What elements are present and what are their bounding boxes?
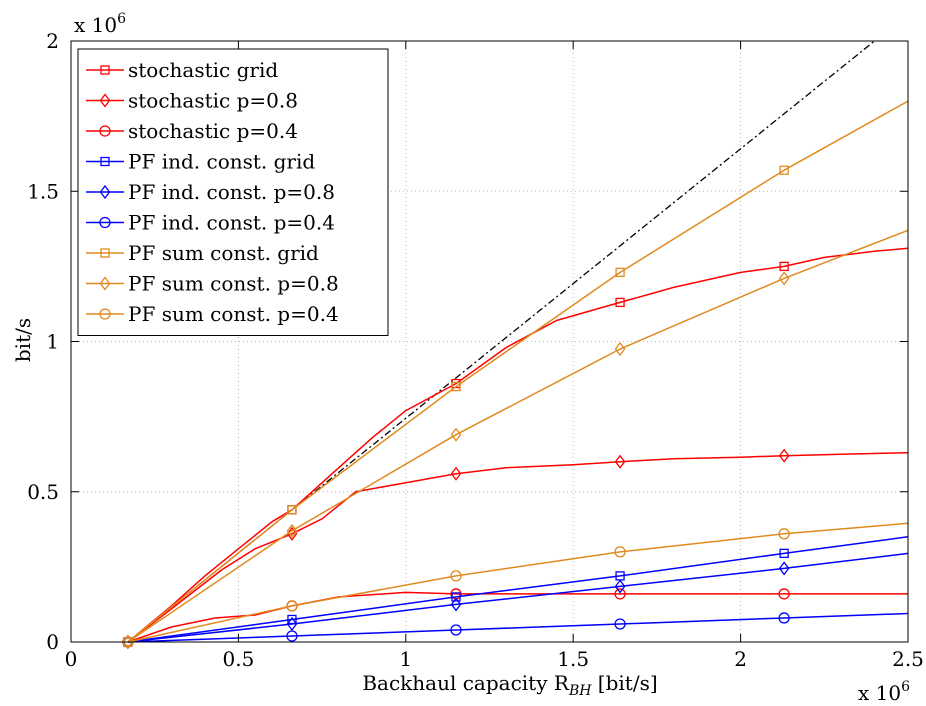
data-point: [615, 267, 625, 278]
legend-box: [77, 48, 389, 336]
data-point: [286, 523, 298, 538]
data-point: [451, 381, 461, 392]
x-multiplier-exp: 6: [901, 679, 910, 695]
series-layer: [122, 100, 909, 650]
legend-marker: [99, 184, 111, 200]
data-point: [778, 271, 790, 286]
legend-marker: [99, 216, 111, 229]
series-line: [127, 536, 909, 643]
series-8: [122, 229, 909, 650]
series-line: [127, 552, 909, 643]
data-point: [614, 341, 626, 357]
reference-line-layer: [127, 40, 875, 643]
data-point: [779, 165, 789, 175]
y-multiplier-exp: 6: [117, 11, 126, 27]
y-tick-label: 1: [46, 330, 59, 354]
x-tick-label: 1: [399, 647, 412, 671]
series-line: [127, 100, 909, 643]
y-tick-label: 1.5: [27, 179, 59, 203]
data-point: [778, 528, 790, 540]
data-point: [450, 597, 462, 612]
x-tick-label: 2.5: [892, 647, 924, 671]
legend-marker: [99, 276, 111, 291]
legend-label: PF ind. const. p=0.4: [128, 211, 335, 235]
y-axis-label: bit/s: [11, 318, 35, 362]
data-point: [122, 634, 134, 650]
legend-label: PF ind. const. p=0.8: [128, 180, 335, 204]
legend: stochastic grid stochastic p=0.8 stochasti…: [77, 48, 389, 336]
data-point: [450, 624, 462, 636]
legend-item: PF ind. const. p=0.4: [86, 211, 335, 235]
x-axis-label-suffix: [bit/s]: [591, 671, 657, 695]
data-point: [287, 505, 297, 515]
legend-label: PF sum const. grid: [128, 241, 319, 265]
x-multiplier: x 106: [858, 679, 910, 705]
legend-item: PF ind. const. grid: [86, 150, 315, 174]
legend-item: stochastic grid: [86, 58, 278, 82]
series-line: [127, 522, 909, 643]
x-tick-label: 1.5: [557, 647, 589, 671]
legend-label: stochastic p=0.8: [128, 89, 298, 113]
data-point: [615, 297, 625, 308]
legend-item: PF sum const. grid: [86, 241, 319, 265]
y-tick-label: 2: [46, 29, 59, 53]
data-point: [614, 588, 626, 600]
series-line: [127, 451, 909, 643]
series-line: [127, 591, 908, 643]
reference-line: [127, 40, 875, 643]
x-tick-label: 0: [65, 647, 78, 671]
legend-item: PF ind. const. p=0.8: [86, 180, 335, 204]
data-point: [778, 588, 790, 600]
data-point: [450, 570, 462, 582]
data-point: [450, 466, 462, 481]
legend-item: PF sum const. p=0.8: [86, 272, 339, 296]
data-point: [614, 579, 626, 594]
x-axis-label: Backhaul capacity RBH [bit/s]: [362, 671, 657, 699]
data-point: [614, 454, 626, 469]
data-point: [450, 427, 462, 442]
series-line: [127, 247, 909, 643]
data-point: [614, 546, 626, 558]
legend-label: stochastic grid: [128, 58, 278, 82]
data-point: [286, 600, 298, 612]
ticks: 0 0.5 1 1.5 2 2.5 0 0.5 1 1.5 2: [27, 29, 924, 671]
y-multiplier: x 106: [74, 11, 126, 37]
data-point: [778, 561, 790, 576]
x-tick-label: 2: [734, 647, 747, 671]
legend-marker: [99, 125, 111, 137]
legend-marker: [100, 156, 110, 167]
legend-item: PF sum const. p=0.4: [86, 302, 339, 326]
legend-label: PF sum const. p=0.4: [128, 302, 339, 326]
series-line: [127, 612, 909, 643]
data-point: [286, 616, 298, 632]
legend-label: PF ind. const. grid: [128, 150, 315, 174]
legend-marker: [99, 308, 111, 320]
y-tick-label: 0.5: [27, 480, 59, 504]
legend-label: PF sum const. p=0.8: [128, 272, 339, 296]
legend-marker: [100, 65, 110, 75]
legend-label: stochastic p=0.4: [128, 119, 298, 143]
y-tick-label: 0: [46, 630, 59, 654]
series-7: [123, 100, 909, 647]
legend-item: stochastic p=0.4: [86, 119, 298, 143]
data-point: [286, 630, 298, 642]
series-6: [122, 612, 909, 648]
data-point: [451, 592, 461, 602]
data-point: [779, 548, 789, 559]
data-point: [778, 612, 790, 624]
x-tick-label: 0.5: [222, 647, 254, 671]
legend-item: stochastic p=0.8: [86, 89, 298, 113]
data-point: [614, 618, 626, 630]
legend-marker: [99, 93, 111, 108]
data-point: [778, 448, 790, 463]
legend-marker: [100, 248, 110, 258]
data-point: [779, 261, 789, 272]
series-line: [127, 229, 909, 643]
x-axis-label-sub: BH: [568, 683, 592, 699]
